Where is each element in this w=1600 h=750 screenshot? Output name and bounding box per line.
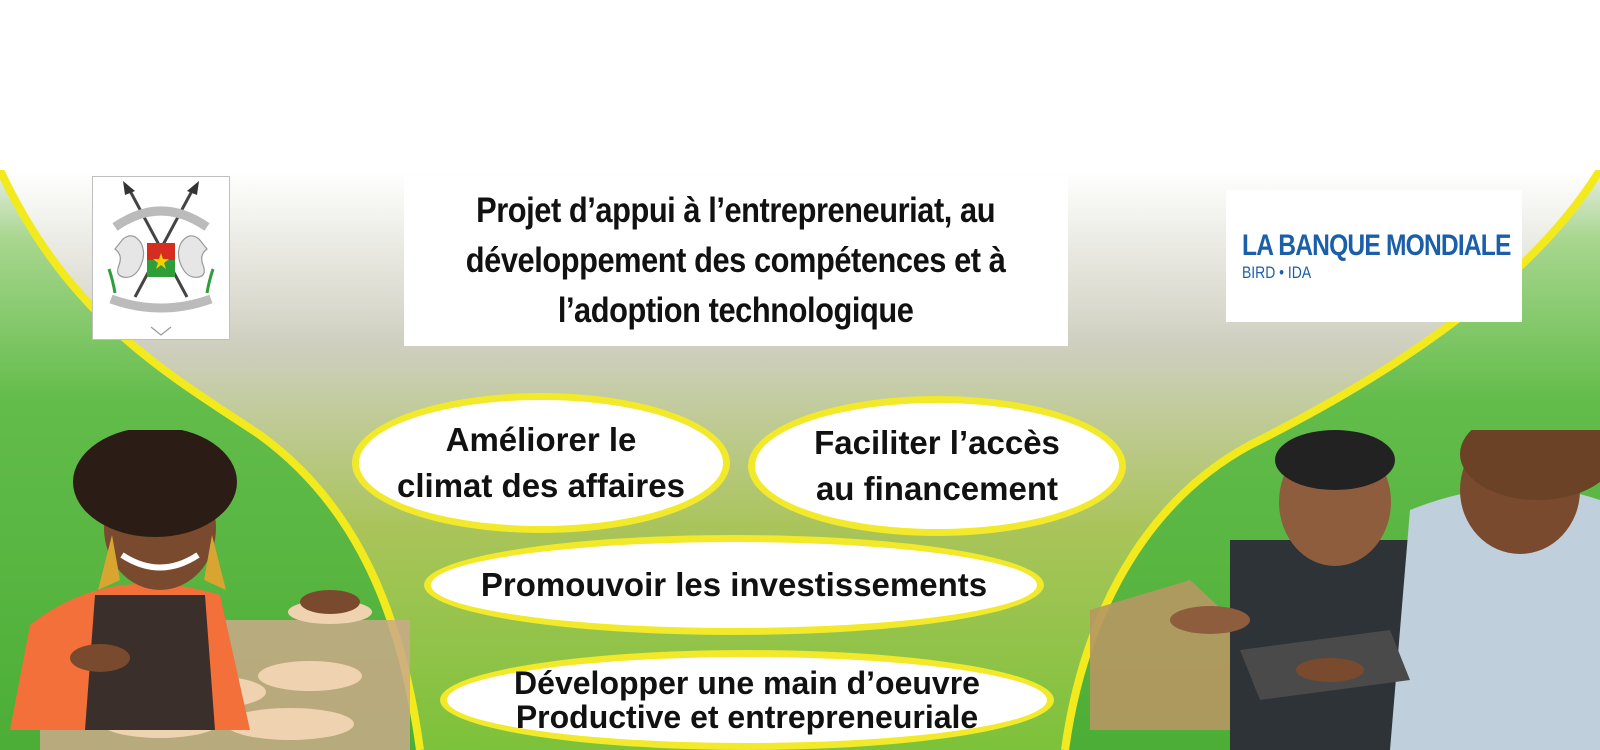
project-title: Projet d’appui à l’entrepreneuriat, au d… xyxy=(466,191,1006,330)
objective-oval-business-climate: Améliorer le climat des affaires xyxy=(352,393,730,533)
burkina-faso-emblem xyxy=(92,176,230,340)
objective-investments: Promouvoir les investissements xyxy=(480,566,988,603)
woman-vendor-photo xyxy=(10,430,410,750)
world-bank-logo: LA BANQUE MONDIALE BIRD • IDA xyxy=(1226,190,1522,322)
objective-business-climate: Améliorer le climat des affaires xyxy=(397,421,685,504)
objective-oval-workforce: Développer une main d’oeuvre Productive … xyxy=(440,650,1054,750)
coat-of-arms-icon xyxy=(107,181,215,336)
objective-oval-investments: Promouvoir les investissements xyxy=(424,535,1044,635)
objective-workforce: Développer une main d’oeuvre Productive … xyxy=(514,665,980,735)
objective-oval-financing-access: Faciliter l’accès au financement xyxy=(748,396,1126,536)
objective-financing-access: Faciliter l’accès au financement xyxy=(814,424,1060,507)
world-bank-subtitle: BIRD • IDA xyxy=(1242,263,1312,282)
young-people-tablet-photo xyxy=(1090,430,1600,750)
project-title-box: Projet d’appui à l’entrepreneuriat, au d… xyxy=(404,176,1068,346)
world-bank-name: LA BANQUE MONDIALE xyxy=(1242,229,1511,262)
